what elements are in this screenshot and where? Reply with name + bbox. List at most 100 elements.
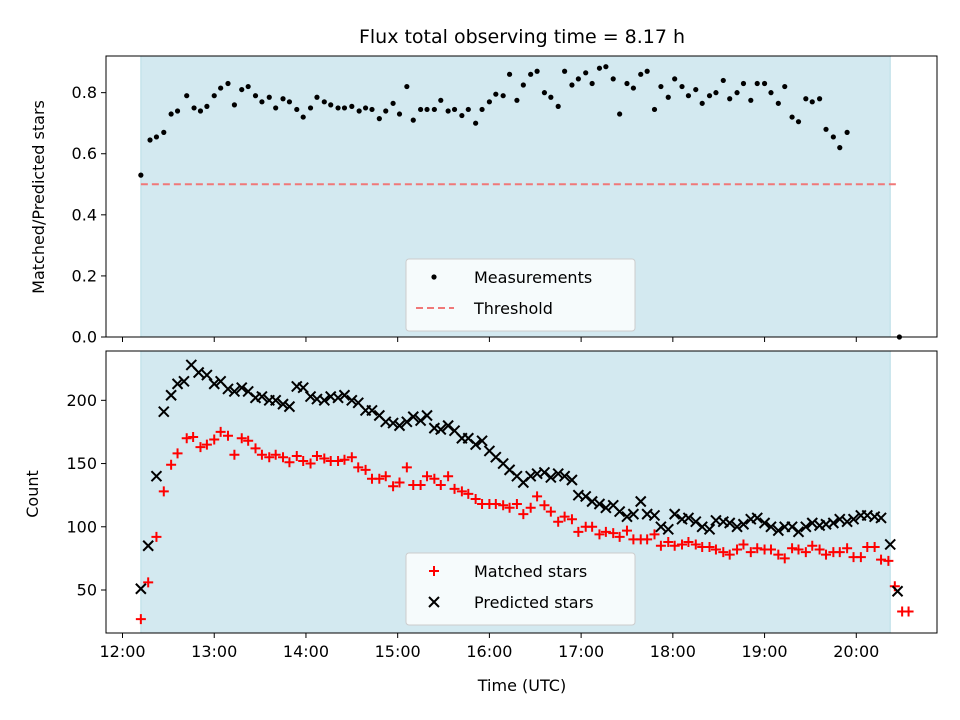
matched-star-point <box>539 500 550 511</box>
predicted-star-point <box>269 394 282 407</box>
predicted-star-point <box>387 417 399 429</box>
matched-star-point <box>181 433 192 444</box>
matched-star-point <box>732 544 743 555</box>
predicted-star-point <box>884 538 896 551</box>
y-tick-label-1: 200 <box>66 391 97 410</box>
y-tick-label-0: 0.6 <box>72 144 97 163</box>
matched-star-point <box>566 514 577 525</box>
predicted-star-point <box>724 517 736 529</box>
predicted-star-point <box>201 369 213 381</box>
matched-star-point <box>443 471 454 482</box>
measurement-point <box>486 99 492 105</box>
legend-1: Matched stars Predicted stars <box>405 552 636 626</box>
matched-star-point <box>710 544 721 555</box>
y-axis-label-ratio: Matched/Predicted stars <box>29 100 48 294</box>
matched-star-point <box>869 542 880 553</box>
matched-star-point <box>201 439 212 450</box>
matched-star-point <box>683 536 694 547</box>
matched-star-point <box>511 499 522 510</box>
measurement-point <box>341 105 348 111</box>
measurement-point <box>479 106 485 113</box>
measurement-point <box>672 76 678 82</box>
matched-star-point <box>504 502 515 513</box>
matched-star-point <box>821 549 832 560</box>
measurement-point <box>693 86 699 93</box>
predicted-star-point <box>758 517 771 529</box>
matched-star-point <box>229 449 240 460</box>
axes-frame-1 <box>105 350 938 634</box>
y-tick-label-0: 0.4 <box>72 205 97 224</box>
matched-star-point <box>842 543 853 554</box>
legend-marker-dot <box>431 274 437 280</box>
measurement-point <box>383 108 389 114</box>
measurement-point <box>596 65 603 71</box>
measurement-point <box>280 96 286 102</box>
predicted-star-point <box>338 389 351 401</box>
matched-star-point <box>594 529 605 540</box>
x-tick-label: 17:00 <box>558 642 604 661</box>
measurement-point <box>184 93 190 99</box>
matched-star-point <box>456 486 467 497</box>
predicted-star-point <box>192 366 205 379</box>
measurement-point <box>514 97 520 103</box>
measurement-point <box>191 105 197 111</box>
measurement-point <box>218 85 224 91</box>
measurement-point <box>349 103 355 109</box>
legend-label: Matched stars <box>474 562 587 581</box>
predicted-star-point <box>593 498 606 510</box>
matched-star-point <box>195 442 206 453</box>
matched-star-point <box>903 606 914 617</box>
matched-star-point <box>333 456 344 467</box>
measurement-point <box>548 94 554 100</box>
predicted-star-point <box>150 470 163 482</box>
matched-star-point <box>573 526 584 537</box>
measurement-point <box>679 83 685 90</box>
measurement-point <box>754 80 760 87</box>
matched-star-point <box>151 531 162 542</box>
measurement-point <box>438 97 444 103</box>
matched-star-point <box>158 486 169 497</box>
matched-star-point <box>745 547 756 558</box>
predicted-star-point <box>662 523 674 536</box>
matched-star-point <box>642 534 653 545</box>
matched-star-point <box>243 435 254 446</box>
measurement-point <box>362 105 369 111</box>
predicted-star-point <box>800 521 812 533</box>
matched-star-point <box>793 544 804 555</box>
matched-star-point <box>236 433 247 444</box>
matched-star-point <box>435 480 446 491</box>
matched-star-point <box>724 549 735 560</box>
matched-star-point <box>876 554 887 565</box>
measurement-point <box>335 105 341 111</box>
matched-star-point <box>291 450 302 461</box>
predicted-star-point <box>178 375 190 388</box>
measurement-point <box>174 108 181 114</box>
legend-label: Predicted stars <box>474 593 594 612</box>
predicted-star-point <box>552 467 564 480</box>
measurement-point <box>768 90 774 96</box>
y-tick-label-1: 100 <box>66 517 97 536</box>
measurement-point <box>211 93 217 99</box>
predicted-star-point <box>875 512 887 524</box>
y-tick-label-0: 0.0 <box>72 328 97 347</box>
matched-star-point <box>319 453 330 464</box>
predicted-star-point <box>731 521 743 533</box>
measurement-point <box>837 145 843 151</box>
measurement-point <box>720 77 726 84</box>
predicted-star-point <box>648 509 661 522</box>
predicted-star-point <box>393 419 406 432</box>
axes-frame-0 <box>105 55 938 338</box>
matched-star-point <box>166 459 177 470</box>
predicted-star-point <box>655 521 667 533</box>
predicted-star-point <box>346 394 358 407</box>
matched-star-point <box>394 477 405 488</box>
measurement-point <box>239 86 245 93</box>
predicted-star-point <box>297 381 309 394</box>
matched-star-point <box>587 521 598 532</box>
measurement-point <box>562 68 568 74</box>
matched-star-point <box>883 555 894 566</box>
matched-star-point <box>738 539 749 550</box>
measurement-point <box>775 100 781 106</box>
